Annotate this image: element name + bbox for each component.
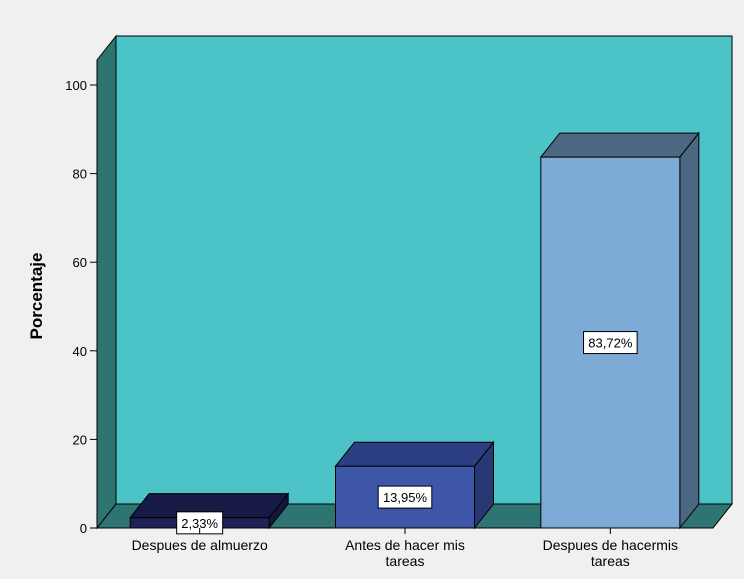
y-tick-label: 100	[65, 78, 87, 93]
x-category-label: Despues de hacermis tareas	[543, 537, 678, 569]
bar: 83,72%	[539, 131, 700, 530]
y-axis-title: Porcentaje	[27, 253, 46, 340]
x-category-label-line: Antes de hacer mis	[345, 537, 465, 553]
x-category-label: Antes de hacer mis tareas	[345, 537, 465, 569]
data-label-box	[377, 485, 433, 509]
data-label-box	[583, 331, 638, 355]
x-category-label: Despues de almuerzo	[132, 537, 268, 553]
data-label: 2,33%	[176, 511, 224, 535]
data-label-text: 2,33%	[181, 516, 218, 531]
plot-side-wall	[96, 34, 117, 530]
bar-top	[334, 441, 495, 467]
y-tick-label: 40	[73, 344, 87, 359]
y-tick-label: 0	[80, 521, 87, 536]
x-axis: Despues de almuerzo Antes de hacer mis tar…	[132, 528, 678, 569]
x-category-label-line: Despues de almuerzo	[132, 537, 268, 553]
x-category-label-line: tareas	[591, 553, 630, 569]
data-label: 83,72%	[583, 331, 638, 355]
bar-top	[539, 132, 700, 158]
bars: 2,33% 13,95% 83,72%	[129, 131, 700, 535]
data-label-text: 13,95%	[383, 490, 428, 505]
y-tick-label: 80	[73, 167, 87, 182]
data-label: 13,95%	[377, 485, 433, 509]
data-label-text: 83,72%	[588, 336, 633, 351]
bar-front	[335, 465, 475, 529]
bar: 13,95%	[334, 440, 495, 530]
bar-side	[679, 131, 700, 530]
y-axis: 0 20 40 60 80 100	[65, 78, 97, 536]
x-category-label-line: tareas	[386, 553, 425, 569]
y-tick-label: 20	[73, 432, 87, 447]
x-category-label-line: Despues de hacermis	[543, 537, 678, 553]
bar: 2,33%	[129, 492, 290, 535]
y-tick-label: 60	[73, 255, 87, 270]
